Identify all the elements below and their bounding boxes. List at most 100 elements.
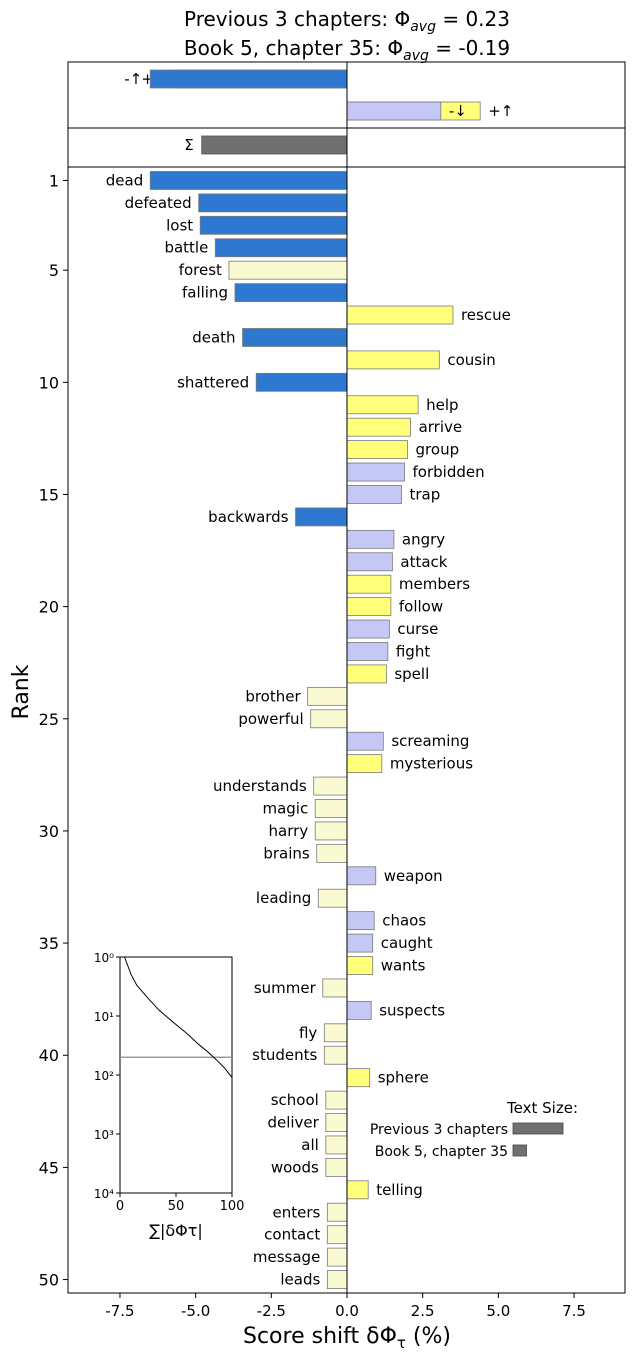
word-label-contact: contact xyxy=(264,1226,320,1244)
bar-angry xyxy=(346,529,395,549)
word-label-leading: leading xyxy=(256,889,311,907)
inset-x-tick-label-1: 50 xyxy=(168,1199,185,1214)
word-label-mysterious: mysterious xyxy=(390,755,473,773)
x-tick-label-6: 7.5 xyxy=(562,1302,586,1320)
y-tick-label-7: 35 xyxy=(39,934,59,953)
word-label-telling: telling xyxy=(376,1181,423,1199)
word-label-school: school xyxy=(271,1091,319,1109)
x-tick-label-3: 0.0 xyxy=(335,1302,359,1320)
word-label-rescue: rescue xyxy=(461,306,511,324)
inset-y-tick-label-1: 10¹ xyxy=(94,1010,114,1024)
bar-help xyxy=(346,395,419,415)
bar-deliver xyxy=(325,1113,348,1132)
inset-y-tick-label-0: 10⁰ xyxy=(94,951,114,965)
inset-x-label: ∑|δΦτ| xyxy=(149,1221,203,1240)
word-label-harry: harry xyxy=(269,822,309,840)
word-label-magic: magic xyxy=(262,800,308,818)
y-tick-label-5: 25 xyxy=(39,710,59,729)
word-label-screaming: screaming xyxy=(391,732,469,750)
x-tick-label-4: 2.5 xyxy=(411,1302,435,1320)
word-label-powerful: powerful xyxy=(238,710,303,728)
bar-curse xyxy=(346,619,390,639)
bar-members xyxy=(346,574,392,594)
bar-death xyxy=(242,328,348,347)
bar-contact xyxy=(326,1225,348,1245)
bar-arrive xyxy=(346,417,411,437)
bar-falling xyxy=(234,283,348,303)
inset-y-tick-label-3: 10³ xyxy=(94,1128,114,1142)
bar-forest xyxy=(228,260,348,280)
word-label-brains: brains xyxy=(263,844,310,862)
inset-frame xyxy=(119,956,233,1194)
bar-battle xyxy=(214,238,348,258)
text-size-legend-label-2: Book 5, chapter 35 xyxy=(375,1144,508,1160)
word-label-summer: summer xyxy=(254,979,317,997)
y-tick-label-6: 30 xyxy=(39,822,59,841)
bar-trap xyxy=(346,485,402,504)
word-label-spell: spell xyxy=(394,665,429,683)
summary-bar-label-2: -↑ xyxy=(124,70,142,88)
bar-enters xyxy=(326,1202,348,1222)
word-label-death: death xyxy=(192,328,235,346)
text-size-legend-label-1: Previous 3 chapters xyxy=(370,1122,508,1138)
inset-x-tick-label-2: 100 xyxy=(220,1199,245,1214)
word-label-members: members xyxy=(399,575,470,593)
word-label-help: help xyxy=(426,396,458,414)
summary-bar-label-4: Σ xyxy=(184,136,193,154)
word-label-deliver: deliver xyxy=(267,1114,319,1132)
x-tick-label-5: 5.0 xyxy=(486,1302,510,1320)
bar-brains xyxy=(316,843,348,863)
word-label-trap: trap xyxy=(409,485,440,503)
word-label-angry: angry xyxy=(402,530,445,548)
bar-group xyxy=(346,440,408,460)
bar-woods xyxy=(325,1157,348,1177)
word-label-defeated: defeated xyxy=(125,194,192,212)
y-tick-label-1: 5 xyxy=(49,261,59,280)
word-label-shattered: shattered xyxy=(177,373,249,391)
inset-x-tick-label-0: 0 xyxy=(116,1199,124,1214)
word-label-weapon: weapon xyxy=(384,867,443,885)
bar-lost xyxy=(199,215,348,235)
summary-bar-2 xyxy=(149,69,348,89)
bar-mysterious xyxy=(346,754,383,774)
bar-sphere xyxy=(346,1068,371,1088)
bar-message xyxy=(326,1247,348,1267)
text-size-legend: Text Size: Previous 3 chapters Book 5, c… xyxy=(370,1099,578,1160)
bar-understands xyxy=(313,776,348,796)
bar-harry xyxy=(314,821,348,841)
bar-magic xyxy=(314,799,348,818)
word-label-fight: fight xyxy=(396,642,430,660)
x-tick-label-0: -7.5 xyxy=(105,1302,134,1320)
bar-telling xyxy=(346,1180,369,1200)
word-label-cousin: cousin xyxy=(447,351,495,369)
word-label-curse: curse xyxy=(397,620,438,638)
x-tick-label-1: -5.0 xyxy=(181,1302,210,1320)
word-label-caught: caught xyxy=(381,934,433,952)
inset-y-tick-label-2: 10² xyxy=(94,1069,114,1083)
word-label-enters: enters xyxy=(272,1203,320,1221)
word-label-message: message xyxy=(253,1248,320,1266)
bar-powerful xyxy=(310,709,348,729)
word-label-brother: brother xyxy=(245,687,301,705)
word-label-follow: follow xyxy=(399,598,443,616)
word-label-understands: understands xyxy=(213,777,307,795)
y-tick-label-9: 45 xyxy=(39,1158,59,1177)
word-label-arrive: arrive xyxy=(419,418,463,436)
y-tick-label-2: 10 xyxy=(39,373,59,392)
word-label-all: all xyxy=(301,1136,319,1154)
word-label-chaos: chaos xyxy=(382,912,426,930)
bar-all xyxy=(325,1135,348,1155)
chart-title-line2: Book 5, chapter 35: Φavg = -0.19 xyxy=(184,36,510,64)
text-size-legend-bar-2 xyxy=(512,1144,527,1157)
bar-leads xyxy=(326,1270,348,1289)
bar-defeated xyxy=(198,193,348,213)
x-tick-label-2: -2.5 xyxy=(257,1302,286,1320)
word-label-leads: leads xyxy=(280,1271,320,1289)
summary-bar-3 xyxy=(346,101,442,121)
word-label-lost: lost xyxy=(166,216,193,234)
bar-fly xyxy=(323,1023,348,1043)
word-label-wants: wants xyxy=(381,957,426,975)
bar-attack xyxy=(346,552,393,572)
